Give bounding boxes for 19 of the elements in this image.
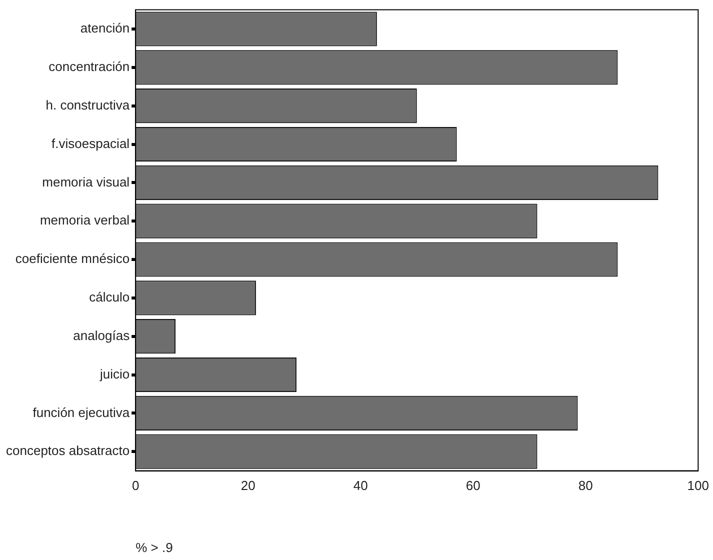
x-tick-label: 40 (353, 478, 368, 494)
y-tick-label: cálculo (89, 290, 130, 305)
y-tick-label: memoria verbal (40, 212, 130, 228)
x-tick-label: 60 (466, 478, 480, 494)
y-tick-label: coeficiente mnésico (15, 251, 130, 266)
y-tick-label: h. constructiva (46, 97, 130, 112)
y-tick-label: función ejecutiva (32, 404, 130, 420)
x-tick-label: 0 (132, 478, 140, 494)
x-tick-label: 20 (240, 478, 256, 494)
x-tick-label: 100 (687, 478, 710, 494)
y-tick-label: juicio (98, 366, 130, 382)
y-tick-label: atención (80, 20, 130, 36)
x-tick-label: 80 (578, 478, 593, 494)
x-axis-title: % > .9 (136, 540, 173, 555)
y-tick-label: concentración (48, 59, 130, 74)
y-tick-label: conceptos absatracto (6, 443, 130, 458)
y-tick-label: analogías (73, 328, 130, 343)
y-tick-label: memoria visual (42, 174, 130, 190)
y-tick-label: f.visoespacial (52, 136, 130, 151)
